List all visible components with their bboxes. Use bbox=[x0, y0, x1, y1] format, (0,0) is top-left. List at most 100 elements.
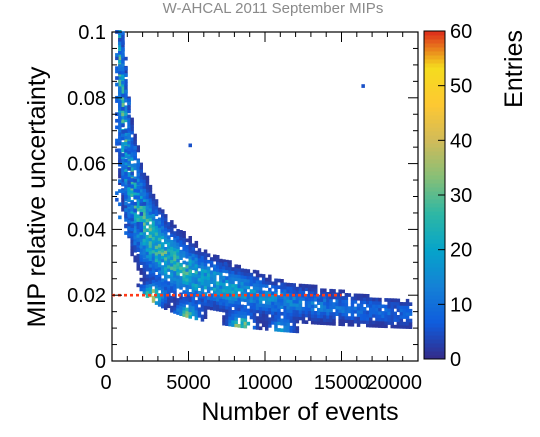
heatmap-cell bbox=[164, 224, 168, 228]
heatmap-cell bbox=[317, 317, 321, 322]
heatmap-cell bbox=[203, 262, 208, 267]
heatmap-cell bbox=[369, 317, 373, 321]
heatmap-cell bbox=[307, 297, 312, 302]
heatmap-cell bbox=[121, 182, 125, 187]
heatmap-cell bbox=[127, 140, 131, 145]
heatmap-cell bbox=[124, 79, 128, 83]
heatmap-cell bbox=[136, 244, 140, 248]
heatmap-cell bbox=[225, 289, 229, 294]
heatmap-cell bbox=[151, 269, 156, 274]
heatmap-cell bbox=[191, 286, 196, 290]
heatmap-cell bbox=[228, 312, 232, 317]
heatmap-cell bbox=[161, 271, 165, 276]
heatmap-cell bbox=[127, 191, 131, 196]
heatmap-cell bbox=[121, 119, 125, 123]
heatmap-cell bbox=[203, 312, 208, 316]
heatmap-cell bbox=[182, 244, 186, 248]
heatmap-cell bbox=[170, 269, 174, 274]
heatmap-cell bbox=[176, 242, 180, 246]
heatmap-cell bbox=[191, 250, 196, 254]
heatmap-cell bbox=[289, 312, 293, 317]
heatmap-cell bbox=[228, 319, 232, 324]
heatmap-cell bbox=[145, 261, 150, 265]
heatmap-cell bbox=[213, 284, 217, 288]
heatmap-cell bbox=[176, 255, 180, 259]
heatmap-cell bbox=[124, 231, 128, 235]
heatmap-cell bbox=[252, 299, 257, 304]
heatmap-cell bbox=[197, 290, 202, 295]
heatmap-cell bbox=[188, 262, 192, 266]
heatmap-cell bbox=[203, 265, 208, 270]
heatmap-cell bbox=[136, 172, 140, 177]
x-tick-label: 10000 bbox=[237, 372, 293, 394]
color-scale-segment bbox=[424, 203, 445, 208]
heatmap-cell bbox=[185, 277, 189, 282]
heatmap-cell bbox=[127, 134, 131, 138]
heatmap-cell bbox=[191, 256, 196, 261]
heatmap-cell bbox=[265, 320, 269, 325]
heatmap-cell bbox=[157, 270, 162, 274]
heatmap-cell bbox=[133, 146, 137, 150]
heatmap-cell bbox=[164, 233, 168, 238]
y-tick-label: 0.08 bbox=[67, 88, 106, 110]
heatmap-cell bbox=[127, 172, 131, 176]
heatmap-cell bbox=[213, 280, 217, 285]
heatmap-cell bbox=[124, 66, 128, 71]
x-axis-label: Number of events bbox=[201, 398, 398, 426]
heatmap-cell bbox=[145, 248, 150, 252]
heatmap-cell bbox=[154, 265, 159, 269]
heatmap-cell bbox=[390, 321, 394, 326]
heatmap-cell bbox=[142, 179, 147, 183]
heatmap-cell bbox=[280, 288, 284, 293]
heatmap-cell bbox=[329, 311, 333, 316]
heatmap-cell bbox=[118, 87, 122, 91]
heatmap-cell bbox=[286, 322, 290, 326]
heatmap-cell bbox=[362, 297, 367, 301]
heatmap-cell bbox=[258, 290, 263, 294]
heatmap-cell bbox=[396, 308, 401, 313]
heatmap-cell bbox=[216, 287, 220, 292]
heatmap-cell bbox=[393, 305, 397, 309]
heatmap-cell bbox=[139, 215, 143, 219]
color-scale-segment bbox=[424, 67, 445, 72]
heatmap-cell bbox=[130, 117, 134, 122]
heatmap-cell bbox=[274, 285, 278, 289]
heatmap-cell bbox=[121, 89, 125, 94]
heatmap-cell bbox=[405, 321, 410, 326]
color-scale-segment bbox=[424, 143, 445, 148]
heatmap-cell bbox=[359, 300, 364, 304]
heatmap-cell bbox=[133, 208, 137, 213]
heatmap-cell bbox=[130, 214, 134, 219]
heatmap-cell bbox=[289, 296, 293, 300]
color-scale-segment bbox=[424, 231, 445, 236]
heatmap-cell bbox=[136, 222, 140, 226]
heatmap-cell bbox=[145, 241, 150, 246]
heatmap-cell bbox=[298, 316, 303, 321]
heatmap-cell bbox=[366, 297, 370, 301]
heatmap-cell bbox=[289, 325, 293, 330]
color-scale-segment bbox=[424, 303, 445, 308]
heatmap-cell bbox=[219, 291, 223, 296]
heatmap-cell bbox=[188, 252, 192, 257]
heatmap-cell bbox=[289, 302, 293, 307]
heatmap-cell bbox=[268, 320, 272, 325]
heatmap-cell bbox=[222, 302, 226, 306]
heatmap-cell bbox=[237, 310, 241, 315]
heatmap-cell bbox=[335, 295, 339, 300]
color-scale-segment bbox=[424, 159, 445, 164]
heatmap-cell bbox=[124, 208, 128, 212]
heatmap-cell bbox=[286, 312, 290, 317]
heatmap-cell bbox=[161, 278, 165, 283]
heatmap-cell bbox=[366, 303, 370, 308]
heatmap-cell bbox=[154, 268, 159, 272]
heatmap-cell bbox=[133, 183, 137, 187]
heatmap-cell bbox=[133, 258, 137, 263]
heatmap-cell bbox=[185, 245, 189, 249]
heatmap-cell bbox=[133, 166, 137, 171]
heatmap-cell bbox=[164, 283, 168, 287]
heatmap-cell bbox=[142, 176, 147, 180]
heatmap-cell bbox=[133, 241, 137, 246]
heatmap-cell bbox=[139, 254, 143, 259]
heatmap-cell bbox=[182, 250, 186, 255]
